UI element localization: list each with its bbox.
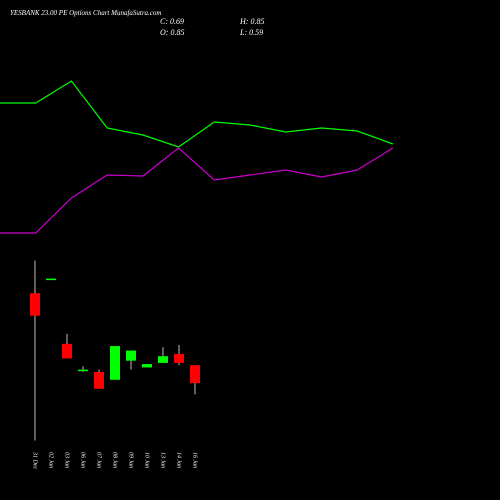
candle-body xyxy=(78,369,88,372)
x-tick-label: 08 Jan xyxy=(112,452,118,468)
candle-body xyxy=(142,364,152,368)
x-tick-label: 16 Jan xyxy=(192,452,198,468)
candle-body xyxy=(46,278,56,281)
x-tick-label: 10 Jan xyxy=(144,452,150,468)
x-tick-label: 03 Jan xyxy=(64,452,70,468)
ohlc-label: H: 0.85 xyxy=(239,17,264,26)
x-tick-label: 07 Jan xyxy=(96,452,102,468)
ohlc-label: C: 0.69 xyxy=(160,17,184,26)
candle-body xyxy=(30,293,40,316)
candle-body xyxy=(174,353,184,363)
x-tick-label: 06 Jan xyxy=(80,452,86,468)
line-series xyxy=(0,147,394,234)
x-tick-label: 14 Jan xyxy=(176,452,183,468)
candle-body xyxy=(158,356,168,363)
x-tick-label: 02 Jan xyxy=(48,452,54,468)
x-tick-label: 31 Dec xyxy=(32,451,38,469)
x-tick-label: 09 Jan xyxy=(128,452,134,468)
ohlc-label: O: 0.85 xyxy=(160,28,184,37)
ohlc-label: L: 0.59 xyxy=(239,28,263,37)
candle-body xyxy=(94,371,104,389)
line-series xyxy=(0,80,394,148)
candle-body xyxy=(110,346,120,380)
candle-body xyxy=(190,365,200,384)
candle-body xyxy=(62,343,72,359)
chart-title: YESBANK 23.00 PE Options Chart MunafaSut… xyxy=(10,9,161,17)
candle-body xyxy=(126,350,136,361)
x-tick-label: 13 Jan xyxy=(160,452,166,468)
